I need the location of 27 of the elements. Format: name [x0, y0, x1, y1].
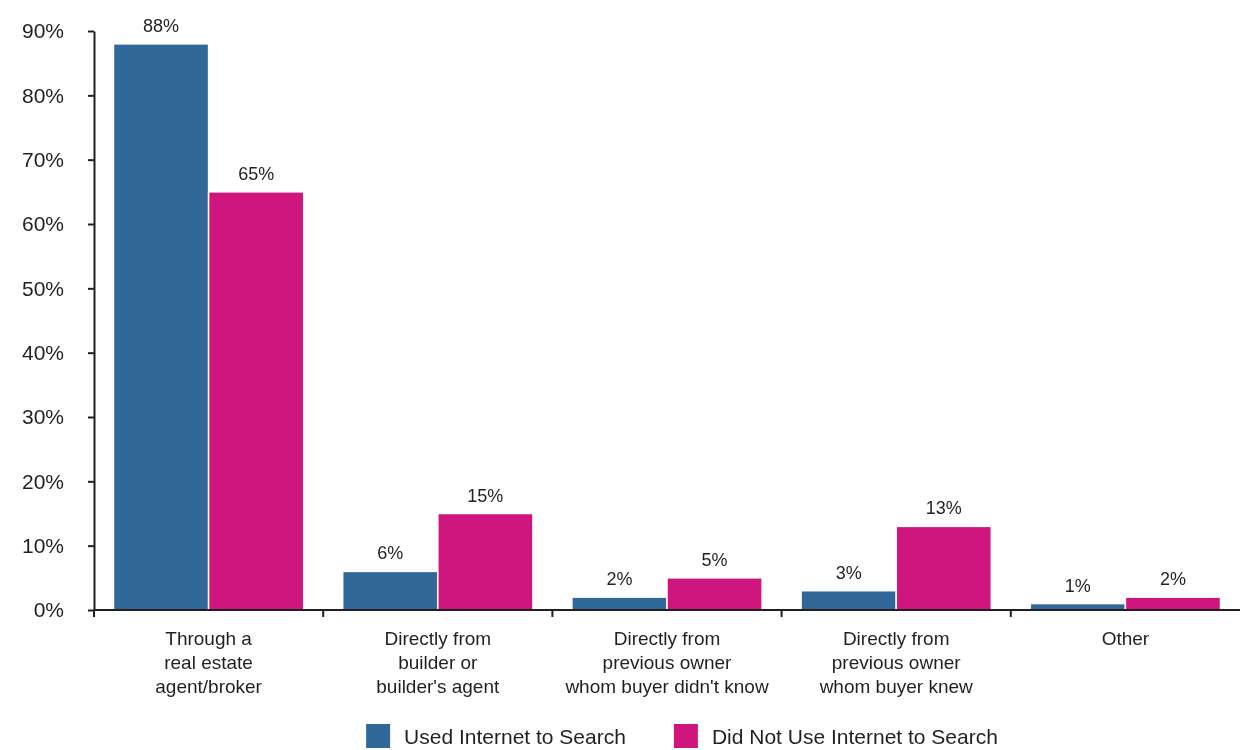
data-label: 88% — [143, 15, 180, 36]
data-label: 2% — [1159, 569, 1186, 590]
x-tick-label: Directly from previous owner whom buyer knew — [818, 628, 974, 697]
y-tick-label: 90% — [21, 19, 64, 43]
data-label: 13% — [925, 498, 962, 519]
x-tick-label: Directly from builder or builder's agent — [376, 628, 501, 697]
x-tick-label: Through a real estate agent/broker — [155, 628, 263, 697]
data-label: 1% — [1064, 575, 1091, 596]
data-label: 5% — [701, 549, 728, 570]
legend-label: Used Internet to Search — [404, 724, 626, 748]
data-label: 65% — [238, 163, 275, 184]
y-tick-label: 50% — [21, 276, 64, 300]
data-label: 6% — [377, 543, 404, 564]
y-tick-label: 10% — [21, 533, 64, 557]
y-tick-label: 20% — [21, 469, 64, 493]
y-tick-label: 70% — [21, 147, 64, 171]
y-tick-label: 40% — [21, 340, 64, 364]
y-tick-label: 0% — [33, 598, 64, 622]
x-tick-label: Other — [1101, 628, 1150, 649]
x-tick-label: Directly from previous owner whom buyer didn't know — [564, 628, 769, 697]
data-label: 15% — [467, 485, 504, 506]
data-label: 3% — [835, 562, 862, 583]
y-tick-label: 60% — [21, 212, 64, 236]
y-tick-label: 30% — [21, 405, 64, 429]
y-tick-label: 80% — [21, 83, 64, 107]
legend-label: Did Not Use Internet to Search — [711, 724, 998, 748]
data-label: 2% — [606, 569, 633, 590]
